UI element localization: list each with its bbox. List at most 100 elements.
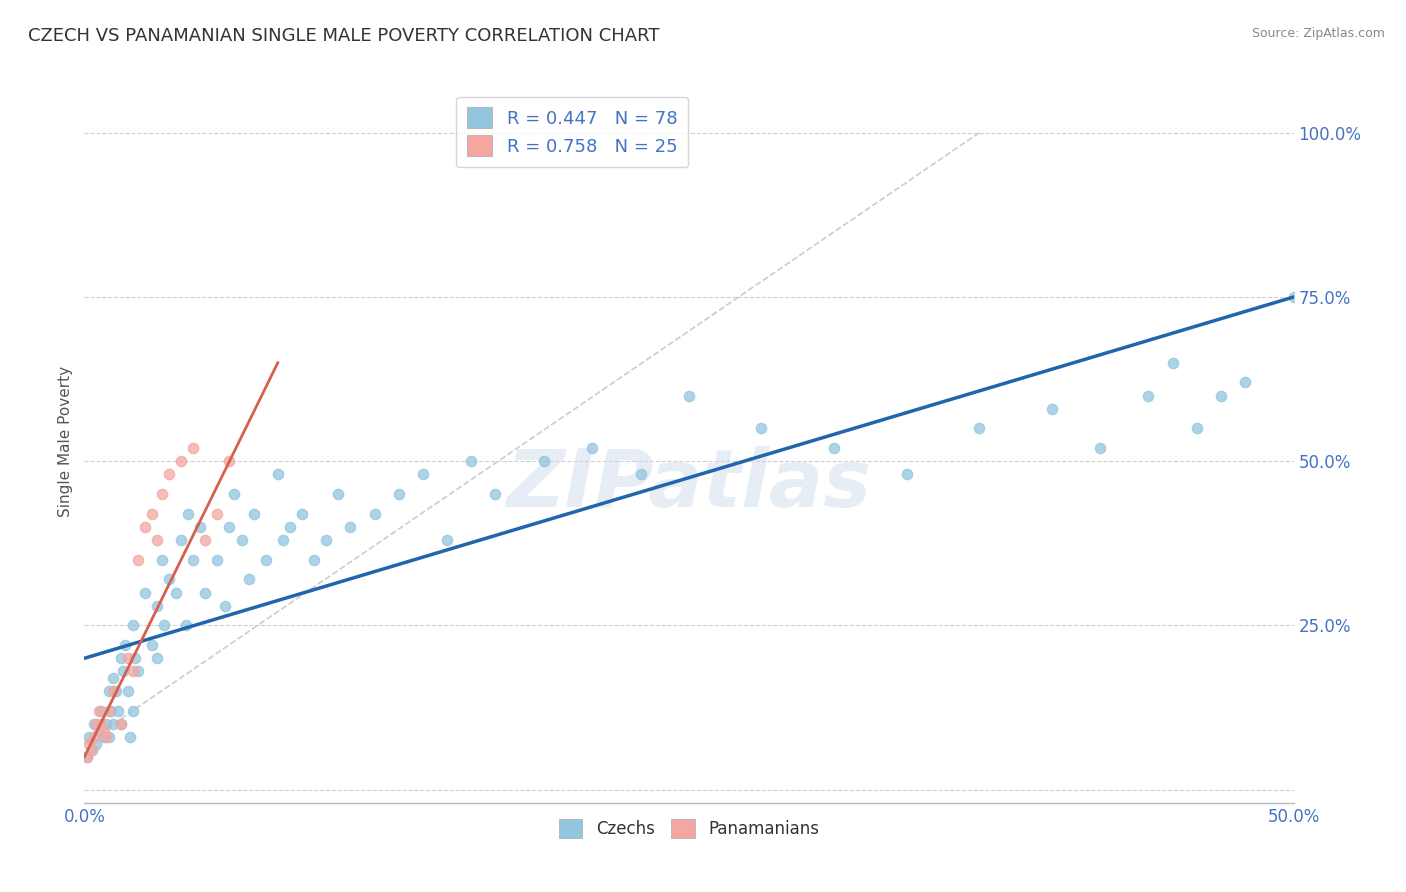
Point bbox=[93, 723, 115, 738]
Point bbox=[218, 454, 240, 468]
Point bbox=[460, 454, 482, 468]
Point bbox=[194, 533, 217, 547]
Point bbox=[291, 507, 314, 521]
Point bbox=[1137, 388, 1160, 402]
Point bbox=[751, 421, 773, 435]
Point bbox=[328, 487, 350, 501]
Point bbox=[83, 717, 105, 731]
Text: Source: ZipAtlas.com: Source: ZipAtlas.com bbox=[1251, 27, 1385, 40]
Point bbox=[412, 467, 434, 482]
Point bbox=[1209, 388, 1232, 402]
Point bbox=[1161, 356, 1184, 370]
Point bbox=[103, 684, 125, 698]
Point bbox=[121, 704, 143, 718]
Point bbox=[678, 388, 700, 402]
Point bbox=[76, 749, 98, 764]
Point bbox=[93, 730, 115, 744]
Point bbox=[194, 585, 217, 599]
Point bbox=[97, 704, 120, 718]
Point bbox=[238, 573, 260, 587]
Legend: Czechs, Panamanians: Czechs, Panamanians bbox=[553, 813, 825, 845]
Point bbox=[86, 737, 108, 751]
Point bbox=[80, 743, 103, 757]
Point bbox=[104, 684, 127, 698]
Point bbox=[207, 553, 229, 567]
Point bbox=[150, 553, 173, 567]
Point bbox=[278, 520, 301, 534]
Point bbox=[90, 704, 112, 718]
Point bbox=[436, 533, 458, 547]
Point bbox=[150, 487, 173, 501]
Point bbox=[242, 507, 264, 521]
Point bbox=[157, 467, 180, 482]
Point bbox=[967, 421, 990, 435]
Point bbox=[170, 454, 193, 468]
Point bbox=[533, 454, 555, 468]
Point bbox=[83, 730, 105, 744]
Point bbox=[127, 665, 149, 679]
Point bbox=[90, 717, 112, 731]
Point bbox=[124, 651, 146, 665]
Point bbox=[254, 553, 277, 567]
Point bbox=[80, 743, 103, 757]
Point bbox=[110, 717, 132, 731]
Text: CZECH VS PANAMANIAN SINGLE MALE POVERTY CORRELATION CHART: CZECH VS PANAMANIAN SINGLE MALE POVERTY … bbox=[28, 27, 659, 45]
Point bbox=[100, 704, 122, 718]
Point bbox=[134, 520, 156, 534]
Point bbox=[146, 651, 169, 665]
Point bbox=[1234, 376, 1257, 390]
Point bbox=[630, 467, 652, 482]
Point bbox=[231, 533, 253, 547]
Point bbox=[94, 717, 117, 731]
Point bbox=[86, 717, 108, 731]
Point bbox=[97, 684, 120, 698]
Point bbox=[94, 730, 117, 744]
Point bbox=[97, 730, 120, 744]
Point bbox=[103, 671, 125, 685]
Point bbox=[112, 665, 135, 679]
Point bbox=[141, 638, 163, 652]
Point bbox=[110, 651, 132, 665]
Point bbox=[181, 553, 204, 567]
Point bbox=[114, 638, 136, 652]
Point bbox=[76, 749, 98, 764]
Point bbox=[120, 730, 142, 744]
Point bbox=[117, 684, 139, 698]
Point bbox=[170, 533, 193, 547]
Point bbox=[174, 618, 197, 632]
Point bbox=[302, 553, 325, 567]
Point bbox=[141, 507, 163, 521]
Point bbox=[121, 665, 143, 679]
Point bbox=[207, 507, 229, 521]
Point bbox=[77, 730, 100, 744]
Point bbox=[484, 487, 506, 501]
Point bbox=[224, 487, 246, 501]
Y-axis label: Single Male Poverty: Single Male Poverty bbox=[58, 366, 73, 517]
Point bbox=[267, 467, 290, 482]
Point bbox=[218, 520, 240, 534]
Point bbox=[339, 520, 361, 534]
Point bbox=[110, 717, 132, 731]
Point bbox=[1282, 290, 1305, 304]
Point bbox=[153, 618, 176, 632]
Point bbox=[177, 507, 200, 521]
Point bbox=[77, 737, 100, 751]
Point bbox=[181, 441, 204, 455]
Point bbox=[1185, 421, 1208, 435]
Point bbox=[363, 507, 385, 521]
Point bbox=[107, 704, 129, 718]
Point bbox=[87, 704, 110, 718]
Point bbox=[1040, 401, 1063, 416]
Point bbox=[214, 599, 236, 613]
Point bbox=[271, 533, 294, 547]
Point bbox=[1088, 441, 1111, 455]
Point bbox=[103, 717, 125, 731]
Point bbox=[146, 533, 169, 547]
Point bbox=[388, 487, 411, 501]
Point bbox=[190, 520, 212, 534]
Point bbox=[117, 651, 139, 665]
Point bbox=[146, 599, 169, 613]
Point bbox=[165, 585, 187, 599]
Point bbox=[581, 441, 603, 455]
Point bbox=[157, 573, 180, 587]
